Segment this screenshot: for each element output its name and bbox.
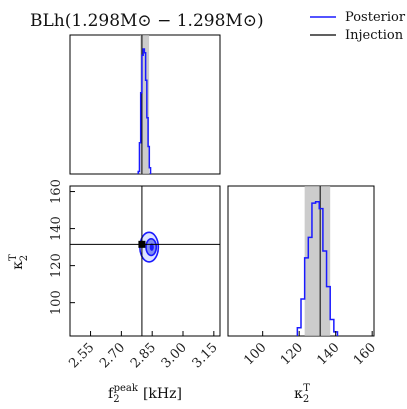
chart-title: BLh(1.298M⊙ − 1.298M⊙) [30, 11, 264, 31]
x-axis-label: f2peak [kHz] [108, 383, 182, 405]
contour-core [149, 243, 154, 251]
legend: Posterior Injection [310, 10, 406, 43]
posterior-histogram [296, 200, 339, 336]
x-axis-label: κ2T [294, 383, 310, 405]
f2-peak-marginal-panel [69, 34, 221, 175]
x-tick-label: 3.15 [190, 340, 221, 371]
x-tick-label: 160 [351, 340, 379, 368]
y-tick-label: 140 [49, 216, 64, 241]
y-tick-label: 120 [49, 253, 64, 278]
x-tick-label: 3.00 [159, 340, 190, 371]
panel-frame [227, 185, 375, 337]
panel-frame [69, 185, 221, 337]
x-tick-label: 120 [278, 340, 306, 368]
legend-posterior-label: Posterior [345, 10, 406, 25]
x-tick-label: 100 [241, 340, 269, 368]
x-tick-label: 2.85 [128, 340, 159, 371]
x-tick-label: 2.70 [97, 340, 128, 371]
x-tick-label: 2.55 [66, 340, 97, 371]
y-tick-label: 100 [49, 290, 64, 315]
y-axis-label: κT2 [8, 254, 30, 270]
legend-injection-label: Injection [345, 28, 404, 43]
credible-band [140, 35, 150, 174]
posterior-histogram [137, 48, 152, 174]
x-axis-ticks: 100 120 140 160 [241, 331, 379, 368]
x-axis-ticks: 2.55 2.70 2.85 3.00 3.15 [66, 331, 221, 371]
posterior-contours [139, 231, 160, 263]
kappa2-T-marginal-panel: 100 120 140 160 κ2T [227, 185, 379, 405]
x-tick-label: 140 [314, 340, 342, 368]
injection-marker [138, 240, 146, 248]
y-tick-label: 160 [49, 179, 64, 204]
joint-posterior-panel: 100 120 140 160 2.55 2.70 2.85 3.00 3.15 κT2 f2… [8, 179, 221, 405]
y-axis-ticks: 100 120 140 160 [49, 179, 75, 315]
